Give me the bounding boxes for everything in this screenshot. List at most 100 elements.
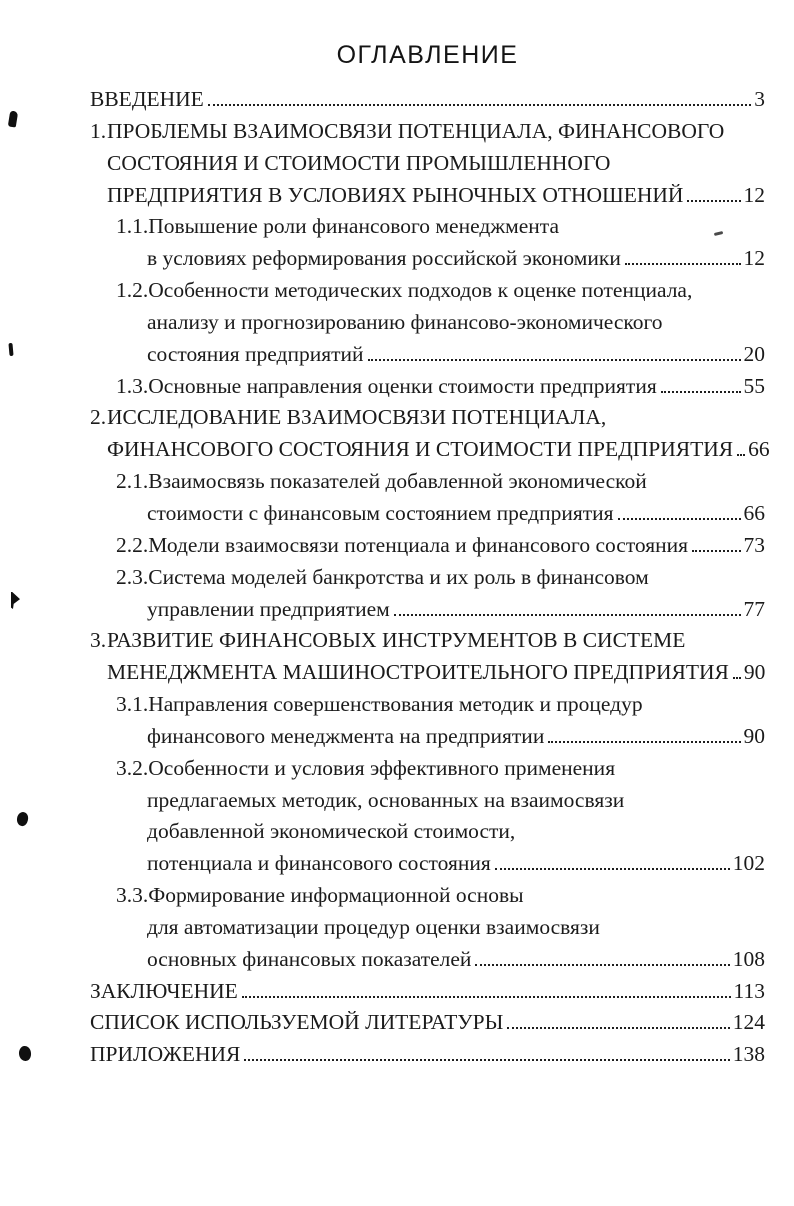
toc-entry-label: Особенности методических подходов к оцен…: [148, 278, 693, 303]
dot-leader: [494, 868, 730, 871]
toc-entry-label: ЗАКЛЮЧЕНИЕ: [90, 978, 238, 1003]
toc-entry-number: 3.1.: [116, 692, 149, 717]
toc-row: ПРЕДПРИЯТИЯ В УСЛОВИЯХ РЫНОЧНЫХ ОТНОШЕНИ…: [90, 180, 765, 212]
toc-entry-label: предлагаемых методик, основанных на взаи…: [147, 787, 625, 812]
toc-entry-label: Формирование информационной основы: [148, 883, 524, 908]
toc-page-number: 138: [732, 1042, 765, 1067]
toc-entry-label: финансового менеджмента на предприятии: [147, 723, 545, 748]
toc-row: в условиях реформирования российской эко…: [90, 243, 765, 275]
toc-row: финансового менеджмента на предприятии 90: [90, 721, 765, 753]
toc-row: 1.2. Особенности методических подходов к …: [90, 275, 765, 307]
toc-entry-label: для автоматизации процедур оценки взаимо…: [147, 914, 600, 939]
toc-entry-label: ВВЕДЕНИЕ: [90, 87, 204, 111]
toc-row: потенциала и финансового состояния 102: [90, 848, 765, 880]
dot-leader: [737, 454, 746, 457]
toc-entry-label: состояния предприятий: [147, 341, 364, 366]
toc-row: состояния предприятий 20: [90, 339, 765, 371]
toc-page-number: 73: [743, 532, 766, 557]
toc-entry-label: ПРИЛОЖЕНИЯ: [90, 1042, 241, 1067]
dot-leader: [624, 263, 741, 266]
toc-row: ПРИЛОЖЕНИЯ 138: [90, 1039, 765, 1071]
toc-row: предлагаемых методик, основанных на взаи…: [90, 785, 765, 817]
toc-entry-number: 3.: [90, 628, 107, 653]
toc-entry-label: Модели взаимосвязи потенциала и финансов…: [148, 532, 689, 557]
toc-page-number: 113: [733, 978, 765, 1003]
toc-entry-label: Особенности и условия эффективного приме…: [148, 755, 616, 780]
toc-row: 2.2. Модели взаимосвязи потенциала и фина…: [90, 530, 765, 562]
toc-entry-number: 1.2.: [116, 278, 149, 303]
toc-entry-label: ИССЛЕДОВАНИЕ ВЗАИМОСВЯЗИ ПОТЕНЦИАЛА,: [107, 405, 607, 430]
toc-page-number: 90: [743, 723, 766, 748]
toc-page-number: 66: [748, 437, 770, 462]
toc-list: ВВЕДЕНИЕ 3 1. ПРОБЛЕМЫ ВЗАИМОСВЯЗИ ПОТЕНЦИА…: [90, 84, 770, 1071]
toc-page-number: 66: [743, 500, 766, 525]
toc-row: управлении предприятием 77: [90, 594, 765, 626]
toc-row: МЕНЕДЖМЕНТА МАШИНОСТРОИТЕЛЬНОГО ПРЕДПРИЯ…: [90, 657, 765, 689]
toc-entry-number: 3.3.: [116, 883, 149, 908]
toc-row: 2.3. Система моделей банкротства и их рол…: [90, 562, 765, 594]
dot-leader: [367, 358, 741, 361]
toc-page-number: 90: [743, 660, 766, 685]
toc-row: добавленной экономической стоимости,: [90, 816, 765, 848]
dot-leader: [660, 390, 741, 393]
toc-row: 1. ПРОБЛЕМЫ ВЗАИМОСВЯЗИ ПОТЕНЦИАЛА, ФИНАН…: [90, 116, 765, 148]
dot-leader: [692, 549, 741, 552]
ink-dot-artifact: [18, 1045, 32, 1062]
toc-row: стоимости с финансовым состоянием предпр…: [90, 498, 765, 530]
toc-row: ВВЕДЕНИЕ 3: [90, 84, 765, 116]
toc-entry-number: 2.: [90, 405, 107, 430]
dot-leader: [207, 104, 752, 106]
toc-page-number: 77: [743, 596, 766, 621]
toc-row: СОСТОЯНИЯ И СТОИМОСТИ ПРОМЫШЛЕННОГО: [90, 148, 765, 180]
toc-entry-number: 1.1.: [116, 214, 149, 239]
toc-entry-label: Повышение роли финансового менеджмента: [148, 214, 559, 239]
toc-entry-label: основных финансовых показателей: [147, 946, 472, 971]
ink-blot-artifact: [7, 110, 19, 128]
dot-leader: [548, 740, 741, 743]
dot-leader: [475, 963, 730, 966]
toc-row: для автоматизации процедур оценки взаимо…: [90, 912, 765, 944]
toc-page-number: 3: [754, 87, 765, 111]
toc-page-number: 20: [743, 341, 766, 366]
toc-row: 3.2. Особенности и условия эффективного п…: [90, 753, 765, 785]
toc-entry-number: 3.2.: [116, 755, 149, 780]
ink-speck-artifact: [8, 342, 14, 357]
ink-flag-artifact: [11, 592, 20, 609]
dot-leader: [617, 517, 741, 520]
toc-entry-number: 1.3.: [116, 373, 149, 398]
toc-entry-label: МЕНЕДЖМЕНТА МАШИНОСТРОИТЕЛЬНОГО ПРЕДПРИЯ…: [107, 660, 729, 685]
toc-entry-label: Основные направления оценки стоимости пр…: [148, 373, 657, 398]
dot-leader: [732, 677, 741, 680]
dot-leader: [687, 199, 741, 202]
toc-entry-label: потенциала и финансового состояния: [147, 851, 491, 876]
toc-entry-label: добавленной экономической стоимости,: [147, 819, 516, 844]
dot-leader: [507, 1027, 730, 1030]
toc-row: ФИНАНСОВОГО СОСТОЯНИЯ И СТОИМОСТИ ПРЕДПР…: [90, 434, 770, 466]
toc-row: 3. РАЗВИТИЕ ФИНАНСОВЫХ ИНСТРУМЕНТОВ В СИС…: [90, 625, 765, 657]
toc-entry-label: СОСТОЯНИЯ И СТОИМОСТИ ПРОМЫШЛЕННОГО: [107, 150, 611, 175]
toc-entry-label: управлении предприятием: [147, 596, 390, 621]
toc-entry-label: ПРОБЛЕМЫ ВЗАИМОСВЯЗИ ПОТЕНЦИАЛА, ФИНАНСО…: [107, 118, 725, 143]
toc-row: 2. ИССЛЕДОВАНИЕ ВЗАИМОСВЯЗИ ПОТЕНЦИАЛА,: [90, 402, 765, 434]
toc-entry-label: СПИСОК ИСПОЛЬЗУЕМОЙ ЛИТЕРАТУРЫ: [90, 1010, 504, 1035]
toc-entry-number: 2.1.: [116, 469, 149, 494]
toc-entry-label: РАЗВИТИЕ ФИНАНСОВЫХ ИНСТРУМЕНТОВ В СИСТЕ…: [107, 628, 686, 653]
dot-leader: [244, 1059, 730, 1062]
toc-row: 3.1. Направления совершенствования методи…: [90, 689, 765, 721]
toc-entry-label: ПРЕДПРИЯТИЯ В УСЛОВИЯХ РЫНОЧНЫХ ОТНОШЕНИ…: [107, 182, 684, 207]
toc-entry-label: анализу и прогнозированию финансово-экон…: [147, 309, 663, 334]
toc-page-number: 55: [743, 373, 766, 398]
toc-row: СПИСОК ИСПОЛЬЗУЕМОЙ ЛИТЕРАТУРЫ 124: [90, 1007, 765, 1039]
toc-entry-label: Взаимосвязь показателей добавленной экон…: [148, 469, 647, 494]
page-title: ОГЛАВЛЕНИЕ: [336, 41, 519, 69]
toc-row: 1.1. Повышение роли финансового менеджмен…: [90, 211, 765, 243]
toc-page-number: 12: [743, 182, 766, 207]
toc-entry-label: ФИНАНСОВОГО СОСТОЯНИЯ И СТОИМОСТИ ПРЕДПР…: [107, 437, 734, 462]
toc-entry-label: Система моделей банкротства и их роль в …: [148, 564, 649, 589]
ink-dot-artifact: [15, 811, 30, 827]
toc-page-number: 12: [743, 246, 766, 271]
toc-row: 2.1. Взаимосвязь показателей добавленной …: [90, 466, 765, 498]
toc-row: анализу и прогнозированию финансово-экон…: [90, 307, 765, 339]
dot-leader: [393, 613, 741, 616]
